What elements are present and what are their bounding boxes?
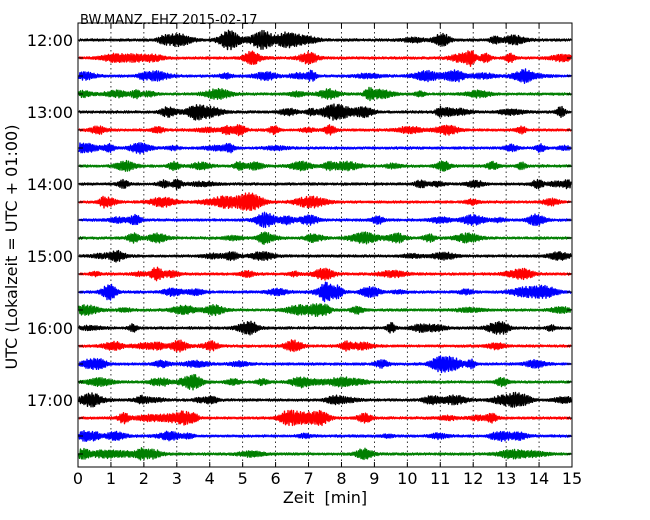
x-tick-label: 4 (205, 469, 215, 488)
trace-1230 (78, 68, 572, 84)
trace-1215 (78, 50, 572, 67)
x-tick-label: 11 (430, 469, 450, 488)
y-tick-label: 16:00 (27, 319, 73, 338)
x-tick-label: 0 (73, 469, 83, 488)
x-tick-label: 8 (336, 469, 346, 488)
trace-1415 (78, 192, 572, 212)
trace-1245 (78, 86, 572, 102)
x-tick-label: 6 (271, 469, 281, 488)
trace-1630 (78, 355, 572, 374)
trace-1445 (78, 231, 572, 246)
x-tick-label: 1 (106, 469, 116, 488)
x-axis-ticks: 0 1 2 3 4 5 6 7 8 9 10 11 12 13 14 15 (73, 23, 582, 488)
x-tick-label: 15 (562, 469, 582, 488)
trace-1200 (78, 29, 572, 51)
x-tick-label: 2 (139, 469, 149, 488)
trace-1700 (78, 391, 572, 408)
y-axis-ticks: 12:00 13:00 14:00 15:00 16:00 17:00 (27, 31, 572, 455)
trace-1600 (78, 320, 572, 336)
y-axis-label: UTC (Lokalzeit = UTC + 01:00) (2, 125, 21, 370)
trace-1400 (78, 178, 572, 191)
trace-1715 (78, 409, 572, 427)
x-tick-label: 7 (303, 469, 313, 488)
chart-title: BW.MANZ..EHZ 2015-02-17 (80, 13, 258, 28)
trace-lines (78, 29, 572, 461)
x-axis-label: Zeit [min] (283, 488, 367, 507)
x-tick-label: 12 (463, 469, 483, 488)
y-tick-label: 14:00 (27, 175, 73, 194)
vertical-gridlines (110, 23, 540, 467)
y-tick-label: 17:00 (27, 391, 73, 410)
trace-1300 (78, 103, 572, 121)
x-tick-label: 13 (496, 469, 516, 488)
trace-1730 (78, 430, 572, 442)
trace-1545 (78, 303, 572, 317)
trace-1645 (78, 373, 572, 391)
y-tick-label: 13:00 (27, 103, 73, 122)
trace-1515 (78, 266, 572, 282)
x-tick-label: 14 (529, 469, 549, 488)
x-tick-label: 9 (369, 469, 379, 488)
trace-1530 (78, 281, 572, 303)
trace-1315 (78, 124, 572, 137)
trace-1330 (78, 142, 572, 155)
plot-frame (77, 22, 573, 468)
y-tick-label: 15:00 (27, 247, 73, 266)
x-tick-label: 10 (397, 469, 417, 488)
trace-1615 (78, 339, 572, 353)
trace-1500 (78, 249, 572, 263)
trace-1345 (78, 159, 572, 172)
x-tick-label: 5 (238, 469, 248, 488)
x-tick-label: 3 (172, 469, 182, 488)
trace-1745 (78, 447, 572, 461)
y-tick-label: 12:00 (27, 31, 73, 50)
trace-1430 (78, 211, 572, 229)
